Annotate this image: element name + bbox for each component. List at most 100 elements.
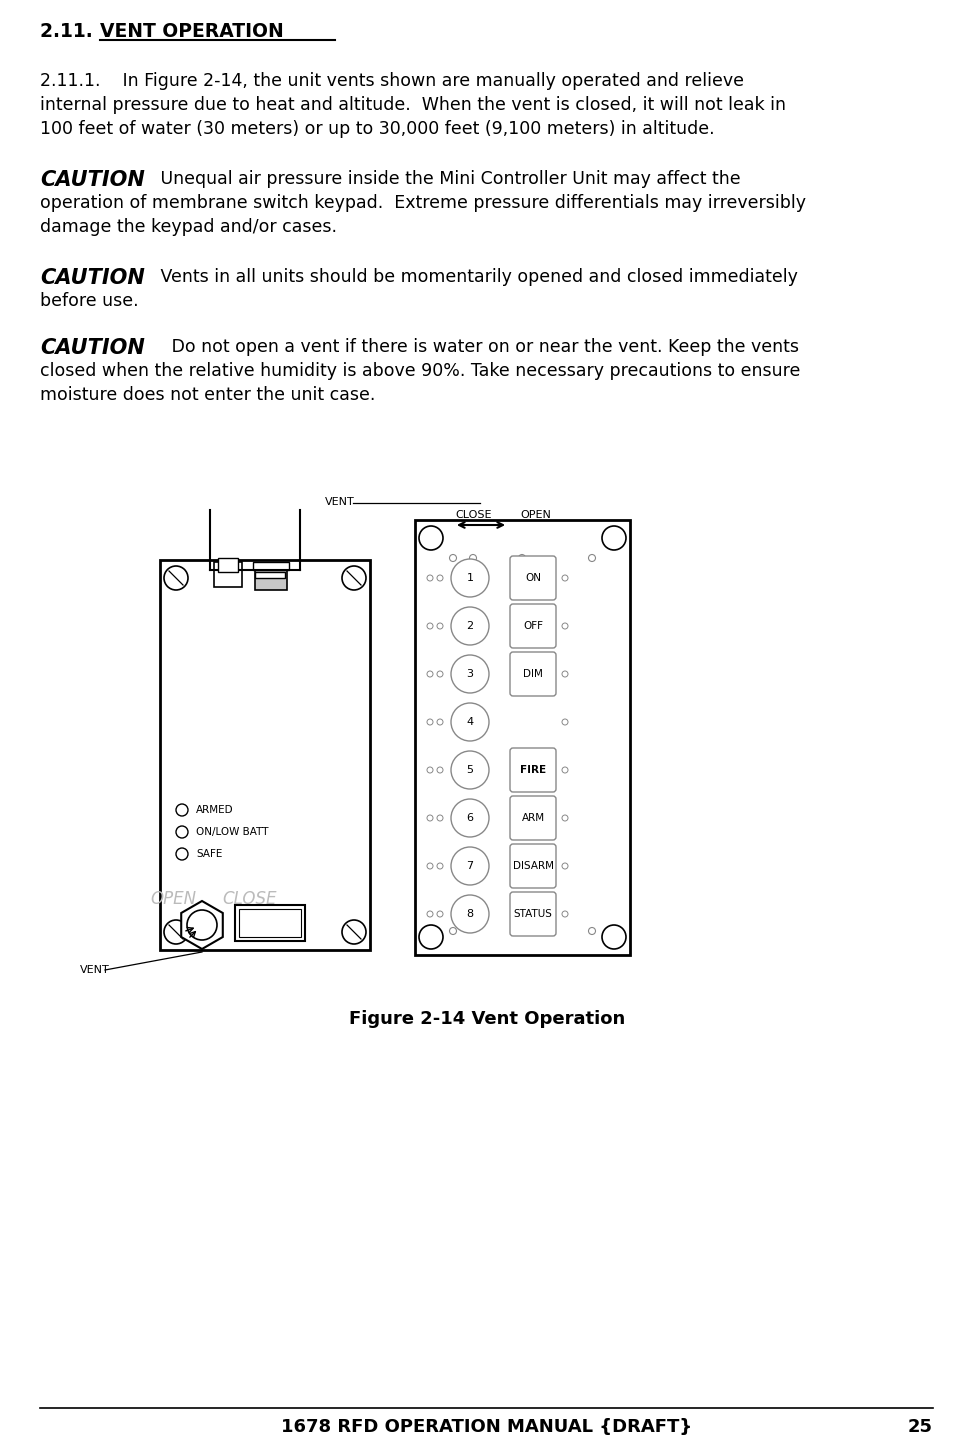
Bar bbox=[453, 550, 553, 558]
Circle shape bbox=[427, 815, 433, 821]
Circle shape bbox=[427, 671, 433, 677]
Text: 1: 1 bbox=[466, 573, 474, 583]
Circle shape bbox=[164, 921, 188, 944]
Circle shape bbox=[451, 608, 489, 645]
Circle shape bbox=[519, 554, 525, 561]
Text: moisture does not enter the unit case.: moisture does not enter the unit case. bbox=[40, 385, 376, 404]
FancyBboxPatch shape bbox=[510, 747, 556, 792]
Circle shape bbox=[419, 925, 443, 949]
Circle shape bbox=[437, 623, 443, 629]
Circle shape bbox=[562, 911, 568, 916]
Bar bbox=[235, 905, 305, 941]
Circle shape bbox=[419, 527, 443, 550]
Text: 100 feet of water (30 meters) or up to 30,000 feet (9,100 meters) in altitude.: 100 feet of water (30 meters) or up to 3… bbox=[40, 120, 714, 139]
Text: CAUTION: CAUTION bbox=[40, 268, 145, 289]
Bar bbox=[160, 560, 370, 949]
Circle shape bbox=[176, 848, 188, 860]
Bar bbox=[463, 560, 543, 566]
FancyBboxPatch shape bbox=[510, 797, 556, 840]
FancyBboxPatch shape bbox=[510, 844, 556, 887]
Text: OPEN: OPEN bbox=[520, 509, 551, 519]
Polygon shape bbox=[181, 900, 223, 949]
Circle shape bbox=[562, 671, 568, 677]
Circle shape bbox=[176, 825, 188, 838]
Text: FIRE: FIRE bbox=[520, 765, 546, 775]
Text: VENT: VENT bbox=[80, 965, 110, 975]
Circle shape bbox=[451, 558, 489, 597]
Text: operation of membrane switch keypad.  Extreme pressure differentials may irrever: operation of membrane switch keypad. Ext… bbox=[40, 193, 806, 212]
Circle shape bbox=[437, 863, 443, 869]
Circle shape bbox=[437, 574, 443, 582]
Circle shape bbox=[437, 768, 443, 773]
Text: 5: 5 bbox=[466, 765, 474, 775]
Text: ARM: ARM bbox=[522, 812, 545, 823]
Circle shape bbox=[437, 719, 443, 724]
Text: DIM: DIM bbox=[523, 670, 543, 680]
Circle shape bbox=[470, 554, 477, 561]
Text: 4: 4 bbox=[466, 717, 474, 727]
Bar bbox=[448, 528, 500, 550]
Bar bbox=[255, 571, 285, 579]
Text: CLOSE: CLOSE bbox=[222, 890, 276, 908]
Circle shape bbox=[427, 911, 433, 916]
FancyBboxPatch shape bbox=[510, 556, 556, 600]
Circle shape bbox=[342, 566, 366, 590]
Text: CLOSE: CLOSE bbox=[455, 509, 491, 519]
Bar bbox=[415, 519, 630, 955]
Circle shape bbox=[450, 928, 456, 935]
FancyBboxPatch shape bbox=[510, 605, 556, 648]
Text: 25: 25 bbox=[908, 1418, 933, 1436]
Bar bbox=[214, 561, 242, 587]
Circle shape bbox=[562, 623, 568, 629]
Circle shape bbox=[451, 895, 489, 934]
Circle shape bbox=[562, 863, 568, 869]
Text: SAFE: SAFE bbox=[196, 848, 223, 859]
Bar bbox=[239, 909, 301, 937]
Circle shape bbox=[451, 703, 489, 742]
Text: 1678 RFD OPERATION MANUAL {DRAFT}: 1678 RFD OPERATION MANUAL {DRAFT} bbox=[281, 1418, 693, 1436]
Circle shape bbox=[562, 768, 568, 773]
Text: CAUTION: CAUTION bbox=[40, 338, 145, 358]
Circle shape bbox=[437, 671, 443, 677]
FancyBboxPatch shape bbox=[510, 652, 556, 696]
Text: 7: 7 bbox=[466, 861, 474, 872]
Text: ON/LOW BATT: ON/LOW BATT bbox=[196, 827, 269, 837]
Text: internal pressure due to heat and altitude.  When the vent is closed, it will no: internal pressure due to heat and altitu… bbox=[40, 97, 786, 114]
Text: 8: 8 bbox=[466, 909, 474, 919]
Circle shape bbox=[589, 554, 595, 561]
Circle shape bbox=[562, 815, 568, 821]
Text: VENT OPERATION: VENT OPERATION bbox=[100, 22, 284, 40]
Circle shape bbox=[451, 750, 489, 789]
Circle shape bbox=[562, 719, 568, 724]
Text: Do not open a vent if there is water on or near the vent. Keep the vents: Do not open a vent if there is water on … bbox=[155, 338, 799, 356]
Text: OPEN: OPEN bbox=[150, 890, 196, 908]
Text: STATUS: STATUS bbox=[514, 909, 553, 919]
Circle shape bbox=[427, 863, 433, 869]
Text: 2: 2 bbox=[466, 620, 474, 631]
Circle shape bbox=[437, 911, 443, 916]
Circle shape bbox=[519, 928, 525, 935]
Circle shape bbox=[427, 719, 433, 724]
Text: damage the keypad and/or cases.: damage the keypad and/or cases. bbox=[40, 218, 337, 237]
Circle shape bbox=[602, 925, 626, 949]
Circle shape bbox=[589, 928, 595, 935]
Circle shape bbox=[164, 566, 188, 590]
Text: Figure 2-14 Vent Operation: Figure 2-14 Vent Operation bbox=[349, 1010, 625, 1027]
Text: 6: 6 bbox=[466, 812, 474, 823]
Circle shape bbox=[562, 574, 568, 582]
Bar bbox=[255, 564, 287, 590]
Text: Unequal air pressure inside the Mini Controller Unit may affect the: Unequal air pressure inside the Mini Con… bbox=[155, 170, 740, 188]
Text: ARMED: ARMED bbox=[196, 805, 234, 815]
Circle shape bbox=[450, 554, 456, 561]
Circle shape bbox=[342, 921, 366, 944]
Bar bbox=[510, 528, 560, 550]
Circle shape bbox=[187, 911, 217, 939]
FancyBboxPatch shape bbox=[510, 892, 556, 937]
Circle shape bbox=[451, 799, 489, 837]
Text: closed when the relative humidity is above 90%. Take necessary precautions to en: closed when the relative humidity is abo… bbox=[40, 362, 801, 380]
Text: ON: ON bbox=[525, 573, 541, 583]
Bar bbox=[218, 558, 238, 571]
Circle shape bbox=[451, 655, 489, 693]
Bar bbox=[253, 561, 289, 570]
Circle shape bbox=[176, 804, 188, 815]
